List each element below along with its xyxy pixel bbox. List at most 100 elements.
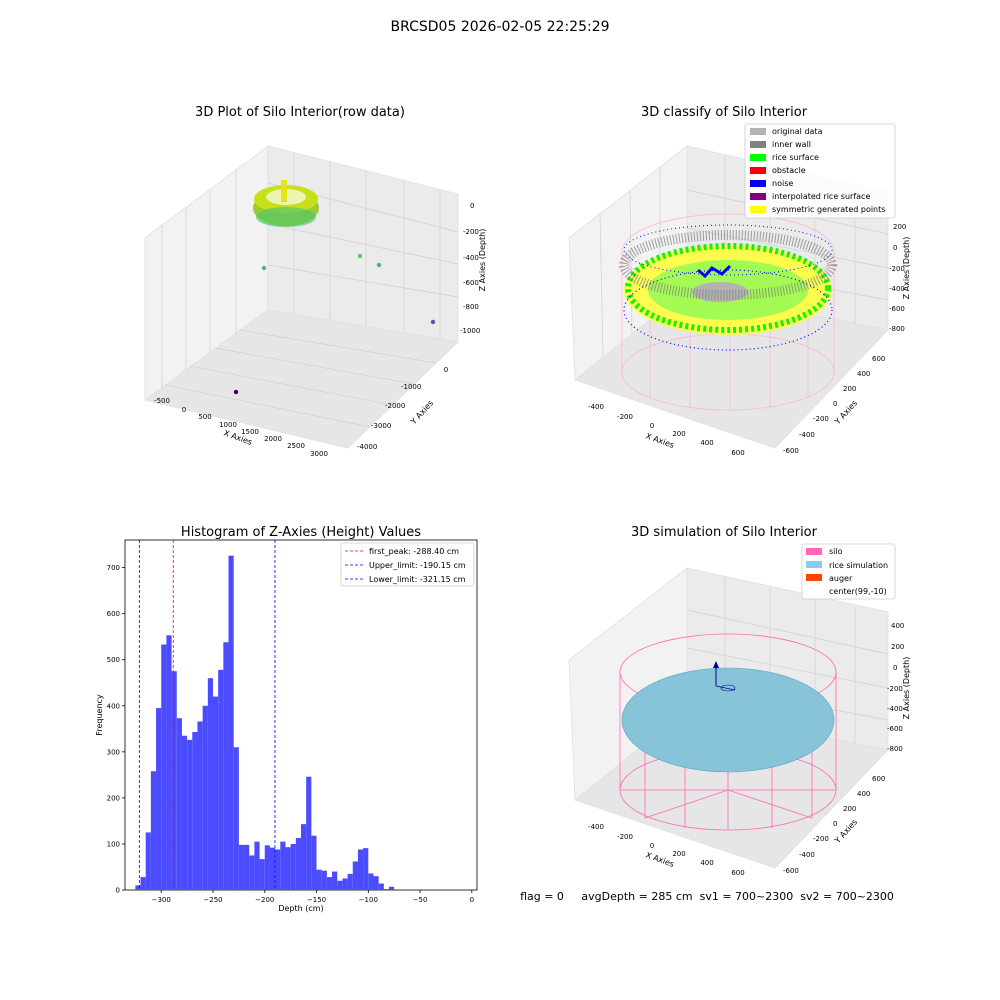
- legend-label-first-peak: first_peak: -288.40 cm: [369, 547, 459, 556]
- raw-x-tick: 2000: [264, 435, 282, 443]
- histogram-bar: [373, 876, 379, 890]
- histogram-x-ticks: −300 −250 −200 −150 −100 −50 0: [152, 890, 474, 904]
- legend-swatch-silo: [806, 548, 822, 555]
- classify-z-tick: 200: [893, 223, 906, 231]
- histogram-y-tick-label: 0: [116, 887, 120, 895]
- legend-label-lower-limit: Lower_limit: -321.15 cm: [369, 575, 466, 584]
- histogram-y-tick-label: 600: [107, 610, 120, 618]
- classify-z-tick: -400: [889, 285, 905, 293]
- histogram-bar: [145, 832, 151, 890]
- classify-x-tick: -200: [617, 413, 633, 421]
- raw-x-tick: -500: [154, 397, 170, 405]
- simulation-z-label: Z Axies (Depth): [902, 657, 911, 720]
- raw-z-label: Z Axies (Depth): [478, 229, 487, 292]
- histogram-reference-lines: [138, 540, 276, 890]
- histogram-bar: [176, 718, 182, 890]
- histogram-x-tick-label: −50: [413, 896, 428, 904]
- histogram-y-tick-label: 400: [107, 702, 120, 710]
- legend-label-upper-limit: Upper_limit: -190.15 cm: [369, 561, 466, 570]
- raw-y-tick: -2000: [385, 402, 405, 410]
- simulation-x-tick: 600: [731, 869, 744, 877]
- raw-3d-panel: 3D Plot of Silo Interior(row data): [144, 105, 487, 458]
- classify-z-tick: -600: [889, 305, 905, 313]
- raw-3d-outliers: [233, 253, 436, 395]
- raw-y-tick: -1000: [401, 383, 421, 391]
- histogram-legend-frame: [340, 542, 475, 587]
- classify-x-tick: 0: [650, 422, 654, 430]
- histogram-bar: [233, 747, 239, 890]
- histogram-y-tick-label: 200: [107, 794, 120, 802]
- classify-z-tick: 0: [893, 244, 897, 252]
- histogram-y-tick-label: 100: [107, 840, 120, 848]
- simulation-3d-y-ticks: 600 400 200 0 -200 -400 -600: [783, 775, 885, 875]
- histogram-bar: [156, 708, 162, 890]
- simulation-legend: silo rice simulation auger center(99,-10…: [801, 543, 896, 600]
- legend-label-auger: auger: [829, 574, 853, 583]
- histogram-bar: [389, 886, 395, 890]
- histogram-bar: [135, 885, 141, 890]
- legend-label-obstacle: obstacle: [772, 166, 806, 175]
- histogram-bar: [332, 871, 338, 890]
- histogram-bar: [326, 877, 333, 890]
- simulation-x-tick: 0: [650, 842, 654, 850]
- raw-3d-grid: [161, 153, 459, 428]
- classify-y-tick: -200: [813, 415, 829, 423]
- classify-x-tick: -400: [588, 403, 604, 411]
- simulation-y-tick: 0: [833, 820, 837, 828]
- legend-swatch-rice-simulation: [806, 561, 822, 568]
- histogram-bar: [280, 841, 286, 890]
- simulation-y-tick: -400: [799, 851, 815, 859]
- histogram-bar: [337, 880, 343, 890]
- classify-3d-panel: 3D classify of Silo Interior: [568, 105, 911, 457]
- histogram-bar: [368, 873, 374, 890]
- histogram-legend: first_peak: -288.40 cm Upper_limit: -190…: [340, 542, 475, 587]
- simulation-x-tick: -400: [588, 823, 604, 831]
- simulation-legend-frame: [801, 543, 896, 600]
- histogram-x-tick-label: −100: [359, 896, 378, 904]
- legend-label-center: center(99,-10): [829, 587, 887, 596]
- classify-legend-frame: [744, 123, 896, 219]
- histogram-bar: [181, 735, 188, 890]
- classify-legend: original data inner wall rice surface ob…: [744, 123, 896, 219]
- classify-y-tick: 400: [857, 370, 870, 378]
- histogram-bar: [269, 847, 276, 890]
- histogram-bar: [218, 669, 224, 890]
- raw-3d-x-ticks: -500 0 500 1000 1500 2000 2500 3000: [154, 397, 328, 458]
- histogram-bars: [135, 555, 395, 890]
- classify-point-cloud: [619, 224, 837, 351]
- raw-x-tick: 1000: [219, 421, 237, 429]
- histogram-x-tick-label: −200: [255, 896, 274, 904]
- raw-3d-floor-pane: [144, 309, 459, 449]
- histogram-bar: [150, 771, 157, 890]
- raw-z-tick: -200: [463, 228, 479, 236]
- histogram-bar: [378, 883, 384, 890]
- histogram-bar: [316, 869, 322, 890]
- legend-swatch-obstacle: [750, 167, 766, 174]
- legend-label-inner-wall: inner wall: [772, 140, 811, 149]
- simulation-3d-z-ticks: 400 200 0 -200 -400 -600 -800: [887, 622, 904, 753]
- histogram-bar: [352, 861, 358, 890]
- histogram-bar: [223, 642, 229, 890]
- classify-x-tick: 400: [700, 439, 713, 447]
- classify-3d-y-ticks: 600 400 200 0 -200 -400 -600: [783, 355, 885, 455]
- classify-y-tick: 600: [872, 355, 885, 363]
- histogram-bar: [213, 696, 219, 890]
- legend-label-interpolated: interpolated rice surface: [772, 192, 870, 201]
- histogram-bar: [187, 739, 193, 890]
- histogram-bar: [207, 678, 213, 890]
- legend-swatch-inner-wall: [750, 141, 766, 148]
- histogram-bar: [290, 843, 296, 890]
- histogram-bar: [295, 837, 301, 890]
- raw-3d-z-ticks: 0 -200 -400 -600 -800 -1000: [460, 202, 480, 335]
- histogram-x-label: Depth (cm): [278, 904, 323, 913]
- simulation-z-tick: -800: [887, 745, 903, 753]
- raw-x-tick: 3000: [310, 450, 328, 458]
- raw-x-tick: 500: [198, 413, 211, 421]
- classify-y-tick: -600: [783, 447, 799, 455]
- classify-x-tick: 200: [672, 430, 685, 438]
- status-line: flag = 0 avgDepth = 285 cm sv1 = 700~230…: [520, 890, 894, 903]
- simulation-z-tick: -200: [887, 685, 903, 693]
- classify-y-tick: -400: [799, 431, 815, 439]
- simulation-y-tick: -600: [783, 867, 799, 875]
